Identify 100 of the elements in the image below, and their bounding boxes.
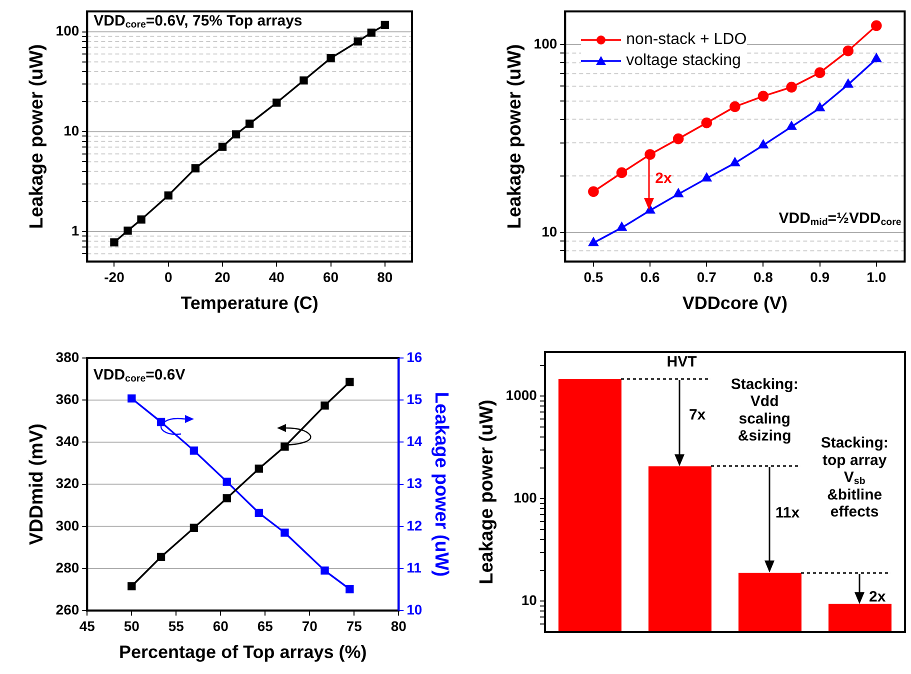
point	[380, 20, 390, 30]
point	[218, 142, 227, 151]
x-tick-label: 80	[377, 268, 393, 285]
point	[758, 90, 769, 102]
point	[702, 172, 712, 182]
x-tick-label: 65	[257, 618, 274, 634]
point	[128, 394, 136, 402]
x-tick-label: 0	[164, 268, 172, 285]
x-tick-label: 45	[79, 618, 96, 634]
point	[124, 226, 132, 235]
point	[346, 585, 354, 594]
y2-tick-label: 16	[406, 348, 422, 365]
y-axis-title: Leakage power (uW)	[476, 400, 498, 584]
point	[786, 82, 797, 93]
point	[137, 215, 146, 224]
x-axis-title: Percentage of Top arrays (%)	[119, 642, 367, 662]
point	[367, 28, 376, 37]
x-tick-label: 55	[168, 618, 184, 634]
point	[156, 552, 166, 562]
x-tick-label: 70	[302, 618, 318, 634]
point	[254, 464, 263, 473]
x-tick-label: 0.7	[696, 268, 717, 285]
x-tick-label: 40	[268, 268, 285, 285]
y-tick-label: 340	[56, 433, 80, 450]
y-tick-label: 300	[56, 517, 80, 534]
point	[701, 117, 712, 128]
point	[110, 238, 118, 246]
y2-tick-label: 10	[406, 601, 422, 618]
x-tick-label: 50	[124, 618, 140, 634]
point	[346, 378, 354, 386]
point	[588, 238, 598, 246]
y2-tick-label: 14	[406, 433, 422, 450]
point	[758, 140, 768, 148]
y-tick-label: 100	[56, 22, 80, 39]
annotation: 2x	[655, 170, 672, 188]
point	[254, 508, 263, 518]
point	[222, 494, 231, 502]
point	[354, 37, 362, 46]
point	[644, 149, 656, 160]
x-tick-label: -20	[104, 268, 125, 285]
annotation: Stacking: Vdd scaling &sizing	[730, 376, 798, 445]
x-tick-label: 1.0	[866, 268, 886, 285]
x-tick-label: 0.8	[753, 268, 774, 285]
x-tick-label: 20	[214, 268, 231, 285]
y-tick-label: 280	[56, 559, 80, 576]
point	[616, 167, 628, 178]
x-tick-label: 0.5	[584, 268, 604, 285]
legend-label: non-stack + LDO	[626, 30, 747, 50]
point	[164, 191, 172, 200]
point	[871, 20, 882, 32]
point	[300, 76, 308, 84]
point	[320, 566, 329, 575]
y-tick-label: 10	[521, 592, 538, 608]
point	[674, 188, 684, 198]
point	[320, 401, 329, 410]
point	[815, 102, 825, 112]
point	[843, 79, 853, 88]
y-tick-label: 320	[56, 475, 80, 492]
x-axis-title: VDDcore (V)	[682, 293, 788, 314]
annotation: HVT	[666, 353, 697, 370]
point	[190, 524, 198, 532]
x-tick-label: 60	[323, 268, 339, 285]
point	[190, 446, 198, 455]
y2-tick-label: 12	[406, 517, 422, 534]
y2-axis-title: Leakage power (uW)	[430, 392, 452, 577]
y-tick-label: 10	[64, 122, 80, 139]
x-tick-label: 0.6	[640, 268, 660, 285]
point	[842, 45, 854, 56]
y2-tick-label: 13	[406, 475, 422, 492]
point	[232, 130, 240, 138]
point	[730, 101, 740, 112]
y-tick-label: 260	[56, 601, 80, 618]
point	[191, 164, 200, 172]
legend-label: voltage stacking	[626, 51, 741, 72]
y-axis-title: VDDmid (mV)	[26, 424, 48, 546]
y-tick-label: 360	[56, 390, 80, 407]
point	[245, 120, 254, 128]
point	[786, 121, 796, 130]
x-tick-label: 0.9	[810, 268, 830, 285]
y-axis-title: Leakage power (uW)	[504, 44, 526, 229]
point	[272, 98, 281, 107]
point	[280, 442, 289, 451]
x-tick-label: 75	[346, 618, 362, 634]
point	[616, 222, 627, 231]
x-tick-label: 60	[212, 618, 229, 634]
point	[326, 54, 335, 62]
point	[730, 158, 740, 166]
point	[588, 186, 599, 197]
point	[645, 205, 655, 214]
y-tick-label: 1000	[506, 387, 538, 404]
point	[814, 67, 826, 78]
y-tick-label: 380	[56, 348, 80, 365]
point	[222, 478, 231, 486]
annotation: 2x	[868, 588, 886, 606]
y-tick-label: 100	[514, 490, 538, 506]
y-tick-label: 100	[534, 35, 558, 52]
y2-tick-label: 15	[406, 390, 422, 407]
annotation: 7x	[688, 406, 706, 424]
point	[672, 133, 684, 144]
x-axis-title: Temperature (C)	[180, 293, 318, 314]
